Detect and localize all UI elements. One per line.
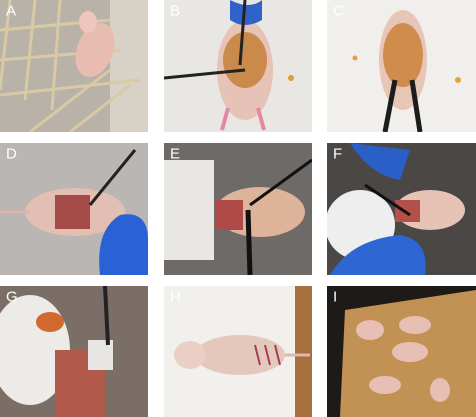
panel-photo [0,143,148,275]
panel-label: B [170,2,180,19]
panel-label: H [170,288,181,305]
panel-photo [164,286,312,417]
panel-label: E [170,145,180,162]
panel-photo [164,143,312,275]
panel-photo [327,286,476,417]
panel-label: F [333,145,342,162]
panel-photo [0,286,148,417]
panel-label: G [6,288,18,305]
panel-photo [327,0,476,132]
panel-label: A [6,2,16,19]
panel-label: D [6,145,17,162]
panel-label: C [333,2,344,19]
panel-photo [0,0,148,132]
panel-photo [164,0,312,132]
panel-photo [327,143,476,275]
panel-label: I [333,288,337,305]
